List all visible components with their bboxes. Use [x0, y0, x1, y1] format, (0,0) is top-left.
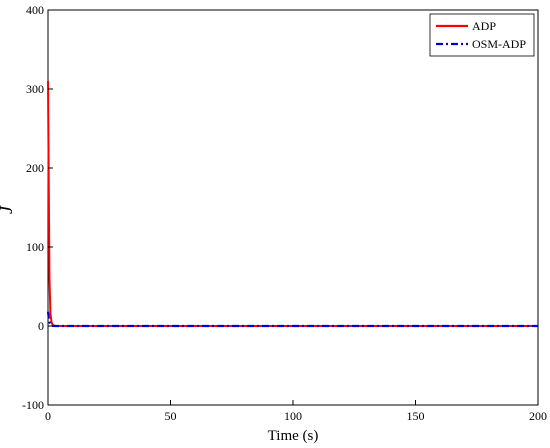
x-tick-label: 100: [284, 409, 302, 423]
legend: ADP OSM-ADP: [429, 13, 535, 57]
series-layer: [46, 81, 538, 328]
x-axis-title: Time (s): [268, 428, 319, 444]
x-tick-label: 200: [529, 409, 547, 423]
y-tick-label: 400: [26, 3, 44, 17]
y-tick-label: -100: [22, 398, 44, 412]
y-tick-label: 0: [38, 319, 44, 333]
series-line-adp: [47, 81, 538, 327]
y-tick-label: 100: [26, 240, 44, 254]
x-tick-label: 0: [45, 409, 51, 423]
x-tick-label: 150: [407, 409, 425, 423]
series-line-osm-adp: [46, 311, 538, 328]
y-axis-title: J: [0, 205, 16, 214]
plot-frame: [47, 9, 539, 406]
legend-label-osm-adp: OSM-ADP: [472, 37, 526, 51]
legend-label-adp: ADP: [472, 19, 496, 33]
y-tick-label: 200: [26, 161, 44, 175]
y-tick-label: 300: [26, 82, 44, 96]
x-tick-label: 50: [165, 409, 177, 423]
legend-box: [429, 13, 535, 57]
